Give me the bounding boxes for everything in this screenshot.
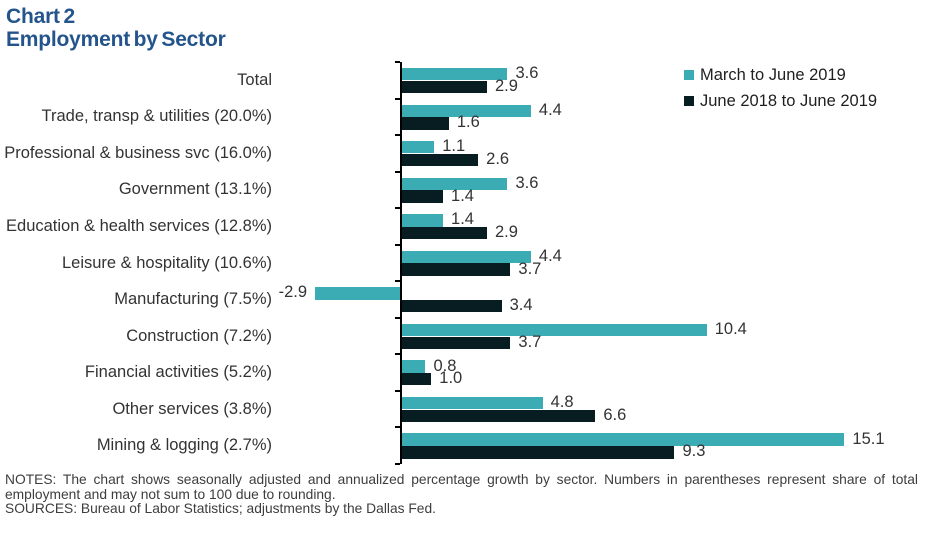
category-label: Professional & business svc (16.0%) [4, 143, 272, 162]
plot-area: Total 3.6 2.9 Trade, transp & utilities (20… [4, 61, 885, 465]
axis-tick [395, 97, 400, 100]
value-label: 3.4 [509, 296, 533, 315]
value-label: 2.6 [486, 149, 510, 168]
bar-june-to-june [402, 80, 487, 94]
value-label: 1.0 [439, 369, 463, 388]
category-label: Education & health services (12.8%) [6, 216, 272, 235]
y-axis-line [400, 62, 402, 464]
category-label: Manufacturing (7.5%) [114, 290, 272, 309]
bar-march-to-june [402, 433, 845, 446]
notes-text: NOTES: The chart shows seasonally adjust… [5, 472, 918, 502]
axis-tick [395, 426, 400, 429]
bar-march-to-june [402, 396, 543, 410]
legend-swatch-march-to-june-icon [684, 70, 694, 80]
category-label: Government (13.1%) [118, 180, 272, 199]
axis-tick [395, 207, 400, 210]
bar-june-to-june [402, 153, 479, 167]
value-label: 1.1 [442, 137, 466, 156]
chart-number: Chart 2 [6, 5, 75, 28]
bar-march-to-june [402, 250, 531, 264]
value-label: 3.6 [515, 173, 539, 192]
value-label: 4.4 [538, 246, 562, 265]
bar-march-to-june [402, 214, 444, 227]
legend-item-march-to-june: March to June 2019 [684, 62, 877, 88]
value-label: 3.6 [515, 64, 539, 83]
bar-june-to-june [402, 446, 675, 459]
value-label: 9.3 [682, 442, 706, 461]
axis-tick [395, 463, 400, 465]
axis-tick [395, 243, 400, 246]
value-label: 2.9 [494, 223, 518, 242]
value-label: 0.8 [433, 356, 457, 375]
axis-tick [395, 389, 400, 392]
value-label: 4.4 [538, 100, 562, 119]
bar-june-to-june [402, 263, 511, 276]
bar-june-to-june [402, 117, 449, 130]
axis-tick [395, 316, 400, 319]
value-label: 2.9 [494, 76, 518, 95]
value-label: 6.6 [603, 405, 627, 424]
value-label: 3.7 [518, 332, 542, 351]
value-label: 1.6 [456, 113, 480, 132]
legend-label: March to June 2019 [700, 65, 846, 84]
bar-june-to-june [402, 373, 432, 386]
value-label: 3.7 [518, 259, 542, 278]
bar-march-to-june [402, 104, 531, 117]
legend-swatch-june-to-june-icon [684, 96, 694, 106]
bar-march-to-june [402, 360, 426, 373]
axis-tick [395, 61, 400, 63]
bar-march-to-june [402, 177, 508, 191]
bar-june-to-june [402, 409, 596, 422]
value-label: 10.4 [714, 320, 747, 339]
bar-march-to-june [315, 287, 400, 300]
axis-tick [395, 170, 400, 173]
value-label: 1.4 [451, 186, 474, 205]
value-label: 15.1 [852, 429, 885, 448]
bar-march-to-june [402, 141, 435, 154]
legend: March to June 2019 June 2018 to June 201… [684, 62, 877, 114]
category-label: Total [237, 70, 272, 89]
category-label: Mining & logging (2.7%) [96, 436, 272, 455]
chart-title: Chart 2 Employment by Sector [6, 5, 226, 51]
footnotes: NOTES: The chart shows seasonally adjust… [5, 472, 918, 517]
bar-june-to-june [402, 226, 487, 240]
value-label: -2.9 [278, 283, 308, 302]
category-label: Financial activities (5.2%) [84, 363, 272, 382]
category-label: Leisure & hospitality (10.6%) [61, 253, 272, 272]
axis-tick [395, 134, 400, 137]
bar-june-to-june [402, 336, 511, 349]
category-label: Trade, transp & utilities (20.0%) [41, 107, 272, 126]
bar-march-to-june [402, 68, 508, 81]
chart-subtitle: Employment by Sector [6, 28, 226, 51]
legend-label: June 2018 to June 2019 [700, 91, 878, 110]
category-label: Other services (3.8%) [112, 399, 272, 418]
category-label: Construction (7.2%) [126, 326, 272, 345]
axis-tick [395, 353, 400, 356]
value-label: 1.4 [451, 210, 474, 229]
bar-june-to-june [402, 190, 444, 203]
legend-item-june-to-june: June 2018 to June 2019 [684, 88, 877, 114]
sources-text: SOURCES: Bureau of Labor Statistics; adj… [5, 501, 436, 517]
bar-march-to-june [402, 323, 707, 337]
bar-june-to-june [402, 299, 502, 313]
value-label: 4.8 [550, 393, 574, 412]
axis-tick [395, 280, 400, 283]
